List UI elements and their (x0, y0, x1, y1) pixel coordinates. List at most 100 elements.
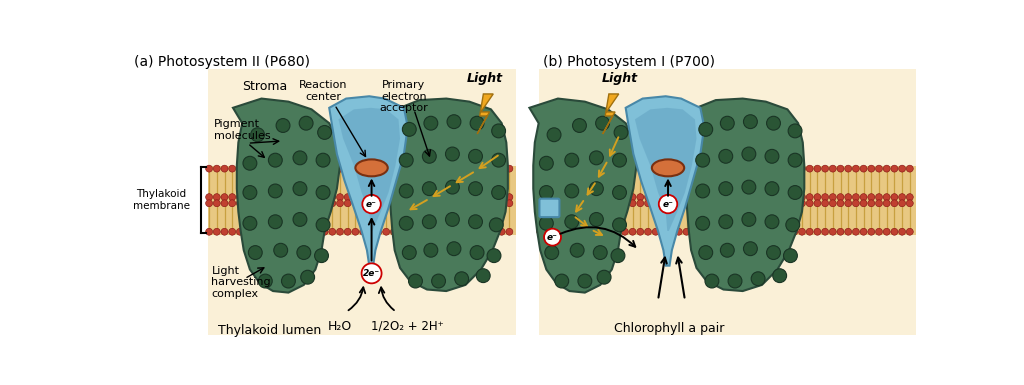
Circle shape (552, 200, 559, 207)
Circle shape (499, 228, 505, 235)
Circle shape (668, 165, 675, 172)
Circle shape (259, 228, 266, 235)
Circle shape (612, 186, 627, 199)
Circle shape (483, 165, 489, 172)
Circle shape (698, 200, 706, 207)
Circle shape (720, 116, 734, 130)
Circle shape (470, 246, 484, 259)
Circle shape (829, 228, 837, 235)
Circle shape (744, 165, 752, 172)
Circle shape (429, 194, 436, 201)
Circle shape (329, 165, 336, 172)
Circle shape (337, 165, 343, 172)
Circle shape (906, 200, 913, 207)
Circle shape (598, 194, 605, 201)
Circle shape (291, 165, 297, 172)
Circle shape (852, 165, 859, 172)
Circle shape (352, 200, 358, 207)
Circle shape (237, 194, 244, 201)
Circle shape (490, 165, 498, 172)
Circle shape (799, 200, 806, 207)
Circle shape (276, 119, 290, 132)
Circle shape (249, 246, 262, 259)
Circle shape (768, 194, 775, 201)
Circle shape (852, 200, 859, 207)
Bar (208, 69, 515, 335)
Circle shape (719, 149, 733, 163)
Circle shape (283, 200, 290, 207)
Circle shape (460, 165, 467, 172)
Circle shape (213, 200, 220, 207)
Circle shape (814, 200, 821, 207)
Circle shape (698, 194, 706, 201)
Circle shape (429, 165, 436, 172)
Circle shape (884, 200, 890, 207)
Circle shape (252, 200, 259, 207)
Circle shape (637, 165, 644, 172)
Circle shape (469, 215, 482, 229)
Circle shape (274, 194, 282, 201)
Circle shape (760, 165, 767, 172)
Circle shape (237, 200, 244, 207)
Circle shape (829, 165, 837, 172)
Circle shape (575, 228, 583, 235)
Circle shape (282, 274, 295, 288)
Circle shape (707, 200, 713, 207)
Circle shape (244, 200, 251, 207)
Circle shape (228, 194, 236, 201)
Text: Light: Light (601, 72, 638, 85)
Circle shape (452, 165, 459, 172)
Circle shape (637, 194, 644, 201)
Circle shape (359, 200, 367, 207)
Circle shape (752, 272, 765, 286)
Circle shape (614, 126, 628, 139)
Circle shape (447, 242, 461, 256)
Circle shape (707, 228, 713, 235)
Circle shape (273, 243, 288, 257)
Circle shape (622, 165, 629, 172)
Circle shape (552, 165, 559, 172)
Circle shape (899, 228, 905, 235)
Circle shape (806, 165, 813, 172)
Circle shape (362, 195, 381, 213)
Circle shape (814, 165, 821, 172)
Circle shape (676, 165, 682, 172)
Circle shape (414, 165, 421, 172)
Circle shape (899, 200, 905, 207)
Circle shape (737, 165, 743, 172)
Circle shape (743, 115, 758, 129)
Circle shape (460, 200, 467, 207)
Circle shape (243, 186, 257, 199)
Circle shape (329, 228, 336, 235)
Circle shape (612, 218, 627, 232)
Polygon shape (233, 99, 340, 293)
Circle shape (470, 116, 484, 130)
Circle shape (722, 228, 728, 235)
Circle shape (206, 200, 213, 207)
Circle shape (487, 249, 501, 263)
Bar (539, 166, 915, 235)
Circle shape (492, 124, 506, 138)
Circle shape (460, 228, 467, 235)
Circle shape (213, 228, 220, 235)
Circle shape (676, 200, 682, 207)
Circle shape (483, 200, 489, 207)
Circle shape (283, 194, 290, 201)
Circle shape (583, 165, 590, 172)
Circle shape (398, 165, 406, 172)
Circle shape (421, 165, 428, 172)
Circle shape (329, 194, 336, 201)
Circle shape (683, 194, 690, 201)
Circle shape (344, 165, 351, 172)
Circle shape (274, 200, 282, 207)
Circle shape (613, 228, 621, 235)
Circle shape (506, 228, 513, 235)
Text: Stroma: Stroma (243, 80, 288, 93)
Circle shape (452, 200, 459, 207)
Circle shape (421, 194, 428, 201)
Circle shape (499, 194, 505, 201)
Circle shape (659, 194, 667, 201)
Circle shape (606, 165, 613, 172)
Circle shape (368, 200, 374, 207)
Polygon shape (477, 94, 494, 134)
